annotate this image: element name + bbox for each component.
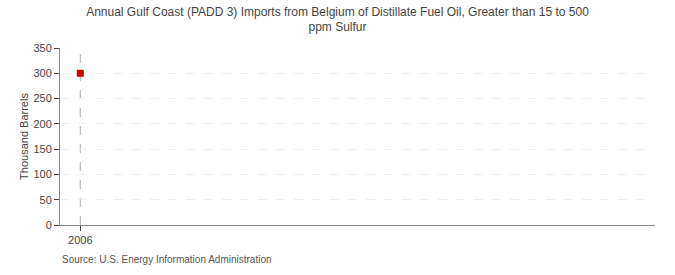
svg-text:Annual Gulf Coast (PADD 3) Imp: Annual Gulf Coast (PADD 3) Imports from … <box>86 5 589 35</box>
svg-text:250: 250 <box>33 92 51 104</box>
svg-text:150: 150 <box>33 143 51 155</box>
svg-text:Thousand Barrels: Thousand Barrels <box>18 93 30 180</box>
svg-text:0: 0 <box>46 219 52 231</box>
svg-text:100: 100 <box>33 168 51 180</box>
svg-text:50: 50 <box>40 194 52 206</box>
svg-text:300: 300 <box>33 67 51 79</box>
svg-text:Source: U.S. Energy Informatio: Source: U.S. Energy Information Administ… <box>62 254 272 265</box>
svg-text:200: 200 <box>33 118 51 130</box>
svg-text:2006: 2006 <box>68 234 92 246</box>
svg-text:350: 350 <box>33 42 51 54</box>
